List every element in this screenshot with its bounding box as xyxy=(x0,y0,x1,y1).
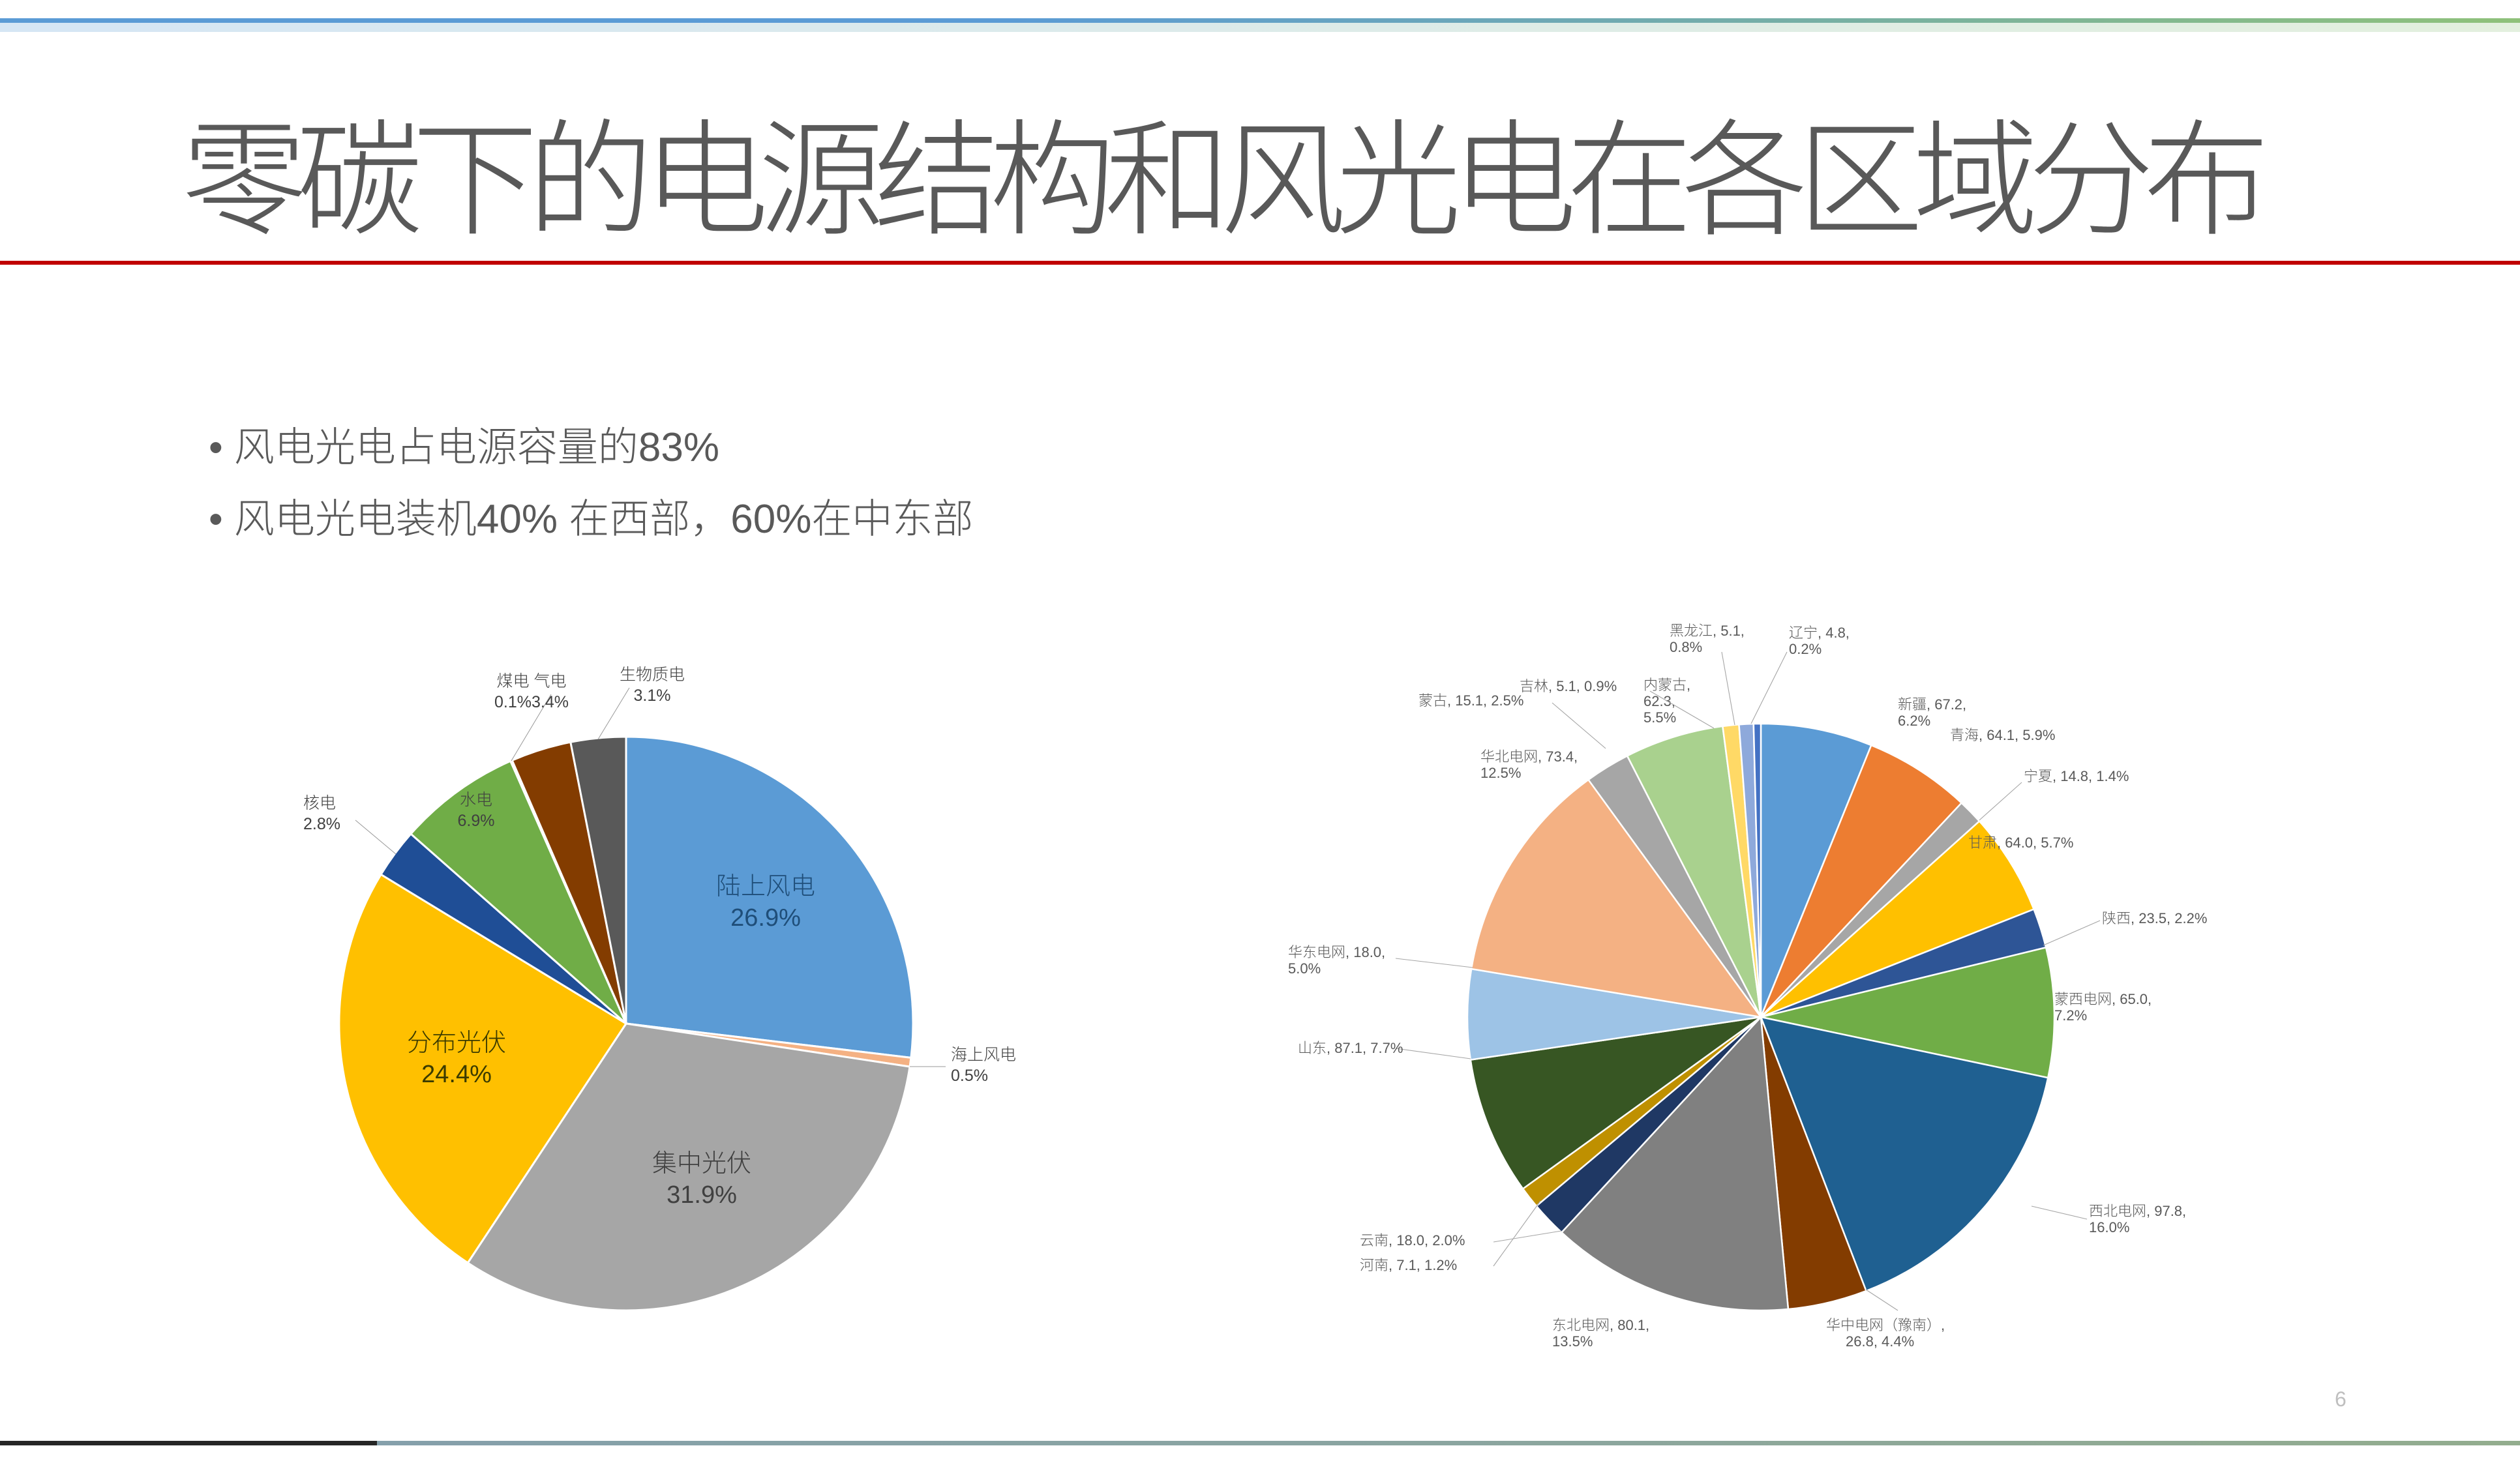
svg-text:青海, 64.1, 5.9%: 青海, 64.1, 5.9% xyxy=(1950,727,2055,743)
svg-text:7.2%: 7.2% xyxy=(2054,1007,2087,1024)
svg-text:0.2%: 0.2% xyxy=(1789,641,1822,657)
svg-text:黑龙江, 5.1,: 黑龙江, 5.1, xyxy=(1670,623,1745,639)
svg-text:宁夏, 14.8, 1.4%: 宁夏, 14.8, 1.4% xyxy=(2024,768,2129,784)
svg-text:华东电网, 18.0,: 华东电网, 18.0, xyxy=(1288,944,1385,960)
svg-text:河南, 7.1, 1.2%: 河南, 7.1, 1.2% xyxy=(1360,1257,1457,1273)
svg-text:西北电网, 97.8,: 西北电网, 97.8, xyxy=(2089,1203,2186,1219)
svg-text:华北电网, 73.4,: 华北电网, 73.4, xyxy=(1480,748,1578,765)
svg-text:陕西, 23.5, 2.2%: 陕西, 23.5, 2.2% xyxy=(2102,910,2207,926)
svg-text:26.8, 4.4%: 26.8, 4.4% xyxy=(1846,1333,1914,1350)
svg-text:华中电网（豫南）,: 华中电网（豫南）, xyxy=(1826,1317,1945,1333)
svg-text:16.0%: 16.0% xyxy=(2089,1219,2129,1235)
svg-text:云南, 18.0, 2.0%: 云南, 18.0, 2.0% xyxy=(1360,1232,1465,1249)
svg-text:蒙西电网, 65.0,: 蒙西电网, 65.0, xyxy=(2054,991,2152,1007)
svg-text:新疆, 67.2,: 新疆, 67.2, xyxy=(1898,696,1966,713)
svg-text:辽宁, 4.8,: 辽宁, 4.8, xyxy=(1789,625,1850,641)
svg-text:蒙古, 15.1, 2.5%: 蒙古, 15.1, 2.5% xyxy=(1418,692,1523,709)
svg-text:吉林, 5.1, 0.9%: 吉林, 5.1, 0.9% xyxy=(1520,678,1617,694)
svg-text:甘肃, 64.0, 5.7%: 甘肃, 64.0, 5.7% xyxy=(1968,835,2073,851)
svg-text:62.3,: 62.3, xyxy=(1643,693,1675,709)
svg-text:12.5%: 12.5% xyxy=(1480,765,1521,781)
svg-text:5.5%: 5.5% xyxy=(1643,709,1676,726)
svg-text:东北电网, 80.1,: 东北电网, 80.1, xyxy=(1552,1317,1649,1333)
svg-text:5.0%: 5.0% xyxy=(1288,960,1321,977)
svg-text:6.2%: 6.2% xyxy=(1898,713,1930,729)
svg-text:山东, 87.1, 7.7%: 山东, 87.1, 7.7% xyxy=(1298,1040,1403,1056)
svg-text:13.5%: 13.5% xyxy=(1552,1333,1593,1350)
svg-text:内蒙古,: 内蒙古, xyxy=(1643,677,1690,693)
svg-text:0.8%: 0.8% xyxy=(1670,639,1702,655)
